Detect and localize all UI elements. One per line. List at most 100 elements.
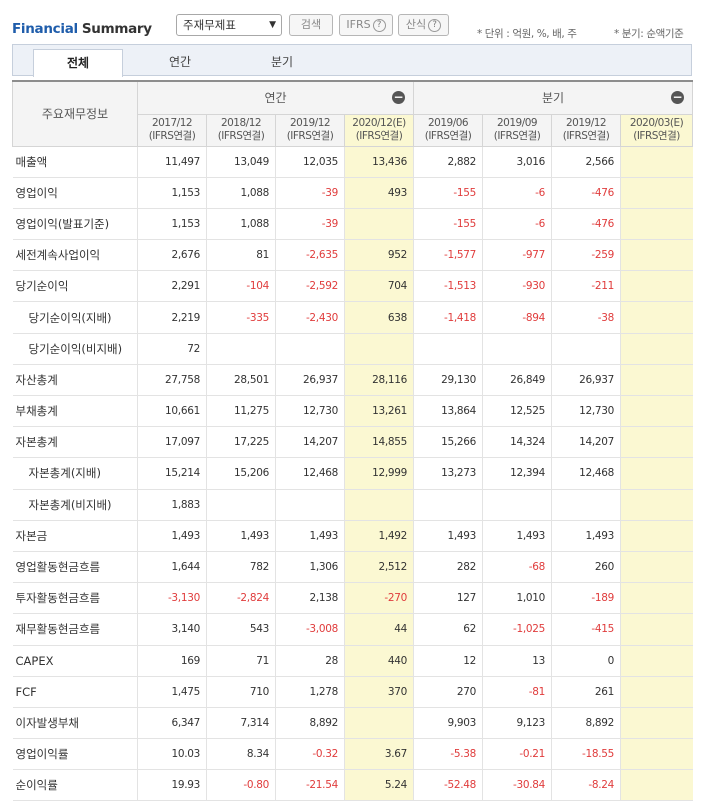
- table-cell: [620, 489, 693, 521]
- table-cell: -39: [275, 208, 345, 241]
- table-cell: -930: [482, 270, 552, 303]
- table-cell: [620, 333, 693, 365]
- table-cell: [551, 489, 621, 521]
- table-cell: [206, 489, 276, 521]
- table-cell: 1,475: [137, 676, 207, 708]
- row-label: 당기순이익: [12, 270, 138, 303]
- table-cell: 26,937: [551, 364, 621, 397]
- table-cell: 19.93: [137, 769, 207, 801]
- table-cell: 1,493: [551, 520, 621, 552]
- table-cell: 72: [137, 333, 207, 365]
- row-label: 재무활동현금흐름: [12, 613, 138, 646]
- tab-annual[interactable]: 연간: [168, 55, 192, 69]
- table-cell: 3,140: [137, 613, 207, 646]
- table-cell: [620, 613, 693, 646]
- table-cell: 5.24: [343, 769, 414, 801]
- row-label: 영업이익률: [12, 738, 138, 771]
- table-cell: 8,892: [275, 707, 345, 740]
- table-cell: 11,275: [206, 395, 276, 428]
- table-cell: -335: [206, 301, 276, 334]
- table-cell: -30.84: [482, 769, 552, 801]
- table-row: 재무활동현금흐름 3,140 543 -3,008 44 62 -1,025 -415: [12, 613, 693, 646]
- tab-quarter[interactable]: 분기: [270, 55, 294, 69]
- table-cell: -476: [551, 208, 621, 241]
- table-cell: -6: [482, 208, 552, 241]
- row-label: 당기순이익(지배): [12, 301, 138, 334]
- table-row: 영업이익(발표기준) 1,153 1,088 -39 -155 -6 -476: [12, 208, 693, 241]
- table-cell: [620, 364, 693, 397]
- statement-select[interactable]: 주재무제표 ▼: [176, 14, 282, 36]
- column-period: 2017/12: [151, 117, 193, 129]
- table-cell: 1,493: [482, 520, 552, 552]
- table-row: 당기순이익 2,291 -104 -2,592 704 -1,513 -930 -211: [12, 270, 693, 303]
- collapse-icon[interactable]: −: [392, 90, 406, 104]
- table-cell: 704: [343, 270, 414, 303]
- column-period: 2018/12: [220, 117, 262, 129]
- table-cell: 12,394: [482, 457, 552, 490]
- table-cell: 27,758: [137, 364, 207, 397]
- table-cell: 28,501: [206, 364, 276, 397]
- table-cell: [620, 146, 693, 178]
- table-cell: [620, 582, 693, 615]
- table-cell: -2,635: [275, 239, 345, 272]
- table-cell: -81: [482, 676, 552, 708]
- table-cell: 9,123: [482, 707, 552, 740]
- row-label: 당기순이익(비지배): [12, 333, 138, 365]
- table-cell: -0.80: [206, 769, 276, 801]
- table-cell: 8,892: [551, 707, 621, 740]
- table-cell: 1,278: [275, 676, 345, 708]
- table-row: 부채총계 10,661 11,275 12,730 13,261 13,864 12,525…: [12, 395, 693, 428]
- row-label: 투자활동현금흐름: [12, 582, 138, 615]
- table-row: FCF 1,475 710 1,278 370 270 -81 261: [12, 676, 693, 708]
- table-cell: 13,436: [343, 146, 414, 178]
- column-basis: (IFRS연결): [633, 130, 680, 142]
- table-cell: 1,493: [206, 520, 276, 552]
- table-cell: 12,730: [551, 395, 621, 428]
- table-row: 자본금 1,493 1,493 1,493 1,492 1,493 1,493 1,493: [12, 520, 693, 552]
- table-cell: 782: [206, 551, 276, 584]
- column-header: 2018/12 (IFRS연결): [206, 113, 276, 147]
- table-cell: 1,088: [206, 177, 276, 209]
- table-cell: [620, 457, 693, 490]
- table-cell: -8.24: [551, 769, 621, 801]
- table-cell: 12,999: [343, 457, 414, 490]
- row-label: FCF: [12, 676, 138, 708]
- column-basis: (IFRS연결): [493, 130, 541, 142]
- table-cell: 260: [551, 551, 621, 584]
- table-cell: 2,512: [343, 551, 414, 584]
- table-cell: [275, 333, 345, 365]
- table-cell: -894: [482, 301, 552, 334]
- tab-all[interactable]: 전체: [33, 49, 123, 77]
- row-label: 자본금: [12, 520, 138, 552]
- table-cell: 1,153: [137, 208, 207, 241]
- column-period: 2020/03(E): [629, 117, 684, 129]
- table-cell: -38: [551, 301, 621, 334]
- table-row: 자본총계(비지배) 1,883: [12, 489, 693, 521]
- table-cell: -21.54: [275, 769, 345, 801]
- table-row: 당기순이익(지배) 2,219 -335 -2,430 638 -1,418 -894 -38: [12, 301, 693, 334]
- table-cell: [620, 239, 693, 272]
- table-cell: 493: [343, 177, 414, 209]
- search-button[interactable]: 검색: [289, 14, 333, 36]
- table-cell: 15,214: [137, 457, 207, 490]
- row-label: 이자발생부채: [12, 707, 138, 740]
- collapse-icon[interactable]: −: [671, 90, 685, 104]
- column-header: 2019/12 (IFRS연결): [275, 113, 345, 147]
- row-label: CAPEX: [12, 645, 138, 677]
- formula-button[interactable]: 산식?: [398, 14, 449, 36]
- table-cell: [413, 333, 483, 365]
- table-cell: -6: [482, 177, 552, 209]
- table-cell: 17,097: [137, 426, 207, 459]
- ifrs-button[interactable]: IFRS?: [339, 14, 393, 36]
- column-header: 2019/06 (IFRS연결): [413, 113, 484, 147]
- table-cell: -18.55: [551, 738, 621, 771]
- table-row: 자산총계 27,758 28,501 26,937 28,116 29,130 26,849…: [12, 364, 693, 397]
- table-cell: -155: [413, 208, 483, 241]
- column-period: 2019/09: [496, 117, 538, 129]
- table-cell: [343, 489, 414, 521]
- column-header: 2020/03(E) (IFRS연결): [620, 113, 694, 147]
- table-cell: [620, 645, 693, 677]
- table-cell: 81: [206, 239, 276, 272]
- table-row: 영업이익률 10.03 8.34 -0.32 3.67 -5.38 -0.21 -18.55: [12, 738, 693, 771]
- row-label: 자본총계: [12, 426, 138, 459]
